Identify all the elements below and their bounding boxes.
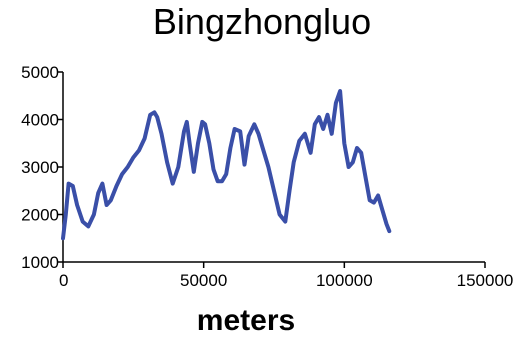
y-tick-label: 4000 (21, 111, 59, 130)
series-line-0 (61, 89, 392, 241)
y-axis-ticks: 1000 2000 3000 4000 5000 (21, 63, 63, 272)
x-tick-label: 0 (59, 271, 68, 290)
x-axis-ticks: 0 50000 100000 150000 (59, 262, 513, 290)
y-tick-label: 2000 (21, 206, 59, 225)
x-axis-label: meters (197, 304, 295, 337)
x-tick-label: 100000 (316, 271, 373, 290)
y-tick-label: 3000 (21, 158, 59, 177)
x-tick-label: 150000 (457, 271, 514, 290)
chart-title: Bingzhongluo (153, 1, 371, 42)
plot-area (61, 89, 392, 241)
y-tick-label: 5000 (21, 63, 59, 82)
y-tick-label: 1000 (21, 253, 59, 272)
x-tick-label: 50000 (180, 271, 227, 290)
